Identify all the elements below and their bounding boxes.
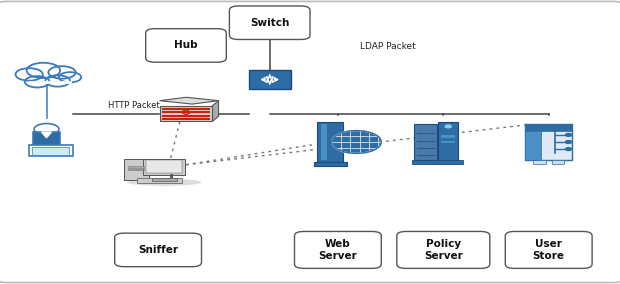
FancyBboxPatch shape <box>162 108 210 110</box>
FancyBboxPatch shape <box>526 131 541 160</box>
Circle shape <box>445 125 451 128</box>
FancyBboxPatch shape <box>162 118 210 120</box>
Circle shape <box>565 141 572 143</box>
FancyBboxPatch shape <box>32 147 69 155</box>
FancyBboxPatch shape <box>128 166 144 168</box>
FancyBboxPatch shape <box>152 178 177 181</box>
FancyBboxPatch shape <box>526 124 572 160</box>
FancyBboxPatch shape <box>552 160 564 164</box>
FancyBboxPatch shape <box>146 160 182 173</box>
FancyBboxPatch shape <box>397 231 490 268</box>
Text: Hub: Hub <box>174 40 198 51</box>
FancyBboxPatch shape <box>414 124 437 160</box>
Circle shape <box>332 131 381 153</box>
FancyBboxPatch shape <box>314 162 347 166</box>
FancyBboxPatch shape <box>146 29 226 62</box>
Circle shape <box>565 148 572 151</box>
Circle shape <box>45 75 70 87</box>
FancyBboxPatch shape <box>317 122 343 162</box>
Text: Switch: Switch <box>250 18 290 28</box>
FancyBboxPatch shape <box>294 231 381 268</box>
Circle shape <box>48 66 76 79</box>
Text: HTTP Packet: HTTP Packet <box>108 101 160 110</box>
Circle shape <box>27 63 60 78</box>
FancyBboxPatch shape <box>321 124 327 160</box>
Text: LDAP Packet: LDAP Packet <box>360 42 415 51</box>
Circle shape <box>59 72 81 82</box>
Text: Web
Server: Web Server <box>319 239 357 261</box>
FancyBboxPatch shape <box>115 233 202 267</box>
Polygon shape <box>42 132 51 138</box>
Circle shape <box>16 68 43 81</box>
FancyBboxPatch shape <box>128 169 144 170</box>
FancyBboxPatch shape <box>229 6 310 39</box>
FancyBboxPatch shape <box>526 124 572 131</box>
Ellipse shape <box>127 179 202 186</box>
Circle shape <box>332 131 381 153</box>
Polygon shape <box>212 101 218 122</box>
Text: Sniffer: Sniffer <box>138 245 178 255</box>
FancyBboxPatch shape <box>124 159 149 180</box>
FancyBboxPatch shape <box>441 141 455 143</box>
FancyBboxPatch shape <box>137 178 182 183</box>
FancyBboxPatch shape <box>162 112 210 114</box>
FancyBboxPatch shape <box>160 106 212 122</box>
FancyBboxPatch shape <box>29 145 73 156</box>
FancyBboxPatch shape <box>505 231 592 268</box>
FancyBboxPatch shape <box>162 115 210 117</box>
FancyBboxPatch shape <box>143 159 185 175</box>
Circle shape <box>25 76 50 87</box>
Polygon shape <box>160 97 218 104</box>
FancyBboxPatch shape <box>438 122 458 162</box>
Text: Policy
Server: Policy Server <box>424 239 463 261</box>
FancyBboxPatch shape <box>249 70 291 89</box>
FancyBboxPatch shape <box>441 135 455 138</box>
FancyBboxPatch shape <box>412 160 463 164</box>
FancyBboxPatch shape <box>533 160 546 164</box>
Text: User
Store: User Store <box>533 239 565 261</box>
FancyBboxPatch shape <box>33 132 60 146</box>
Circle shape <box>565 133 572 136</box>
